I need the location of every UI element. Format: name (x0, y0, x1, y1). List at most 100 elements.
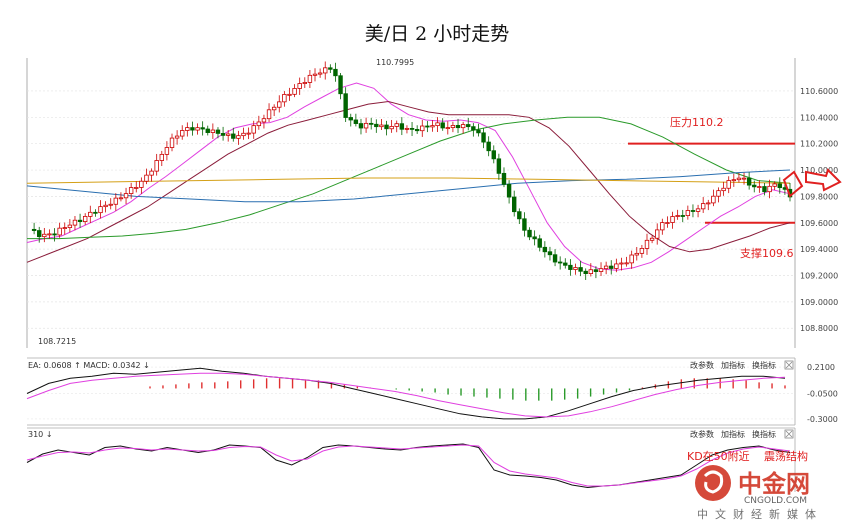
kd-edit-params-button[interactable]: 改参数 (690, 429, 714, 439)
candle-body (154, 160, 159, 172)
price-tick-label: 110.2000 (800, 140, 838, 149)
candle-body (220, 133, 226, 136)
candle-body (752, 184, 757, 188)
candle-body (420, 125, 425, 132)
kd-line (26, 444, 791, 487)
candle-body (88, 211, 93, 217)
candle-body (440, 122, 445, 129)
candle-body (353, 119, 359, 124)
candle-body (31, 228, 37, 231)
candle-body (62, 227, 67, 229)
candle-body (746, 177, 752, 186)
support-label: 支撑109.6 (740, 246, 794, 260)
candle-body (726, 180, 731, 189)
candle-body (246, 132, 251, 135)
macd-lines (26, 367, 786, 420)
price-tick-label: 109.0000 (800, 298, 838, 307)
candle-body (481, 132, 486, 143)
price-tick-label: 110.4000 (800, 113, 838, 122)
kd-annotation: KD在50附近 (687, 449, 750, 463)
candle-body (180, 130, 185, 137)
price-tick-label: 109.8000 (800, 192, 838, 201)
candle-body (767, 185, 772, 193)
macd-line (26, 367, 786, 420)
kd-switch-indicator-button[interactable]: 换指标 (752, 429, 776, 439)
macd-close-icon[interactable] (784, 360, 794, 370)
candle-body (491, 150, 496, 160)
candle-body (277, 101, 282, 108)
price-tick-label: 109.6000 (800, 219, 838, 228)
candle-body (512, 196, 517, 213)
candle-body (644, 239, 650, 249)
macd-switch-indicator-button[interactable]: 换指标 (752, 360, 776, 370)
candle-body (425, 125, 430, 128)
macd-add-indicator-button[interactable]: 加指标 (721, 360, 745, 370)
candle-body (675, 215, 680, 217)
price-tick-label: 110.0000 (800, 166, 838, 175)
macd-edit-params-button[interactable]: 改参数 (690, 360, 714, 370)
kd-close-icon[interactable] (784, 429, 794, 439)
candle-body (210, 129, 216, 133)
candle-body (455, 125, 461, 129)
candle-body (266, 109, 272, 120)
kd-lines (26, 443, 791, 489)
candle-body (685, 210, 691, 216)
watermark-domain: CNGOLD.COM (744, 496, 807, 506)
candle-body (256, 121, 262, 127)
candle-body (231, 133, 236, 139)
candle-body (598, 268, 604, 272)
candle-body (772, 183, 777, 187)
candle-body (409, 127, 415, 130)
macd-tick-label: 0.2100 (807, 363, 835, 372)
candle-body (450, 125, 456, 129)
watermark-tagline: 中文财经新媒体 (697, 507, 823, 521)
candle-body (624, 262, 629, 265)
candle-body (47, 233, 52, 236)
kd-add-indicator-button[interactable]: 加指标 (721, 429, 745, 439)
candle-body (368, 122, 374, 125)
candle-body (261, 118, 267, 123)
macd-axis: 0.2100 -0.0500 -0.3000 (807, 363, 838, 424)
candle-body (537, 238, 542, 248)
candle-body (374, 123, 379, 128)
candle-body (532, 236, 537, 240)
moving-average-line (26, 177, 791, 184)
candle-body (134, 187, 139, 189)
candle-body (583, 270, 588, 274)
candle-body (563, 262, 568, 266)
candle-body (603, 265, 609, 270)
candle-body (144, 174, 149, 182)
candle-body (118, 197, 124, 200)
candle-body (312, 73, 318, 76)
candle-body (72, 219, 78, 226)
candle-body (225, 133, 231, 136)
candle-body (200, 127, 205, 130)
candle-body (98, 206, 103, 214)
candle-body (476, 129, 481, 134)
moving-average-line (26, 100, 791, 263)
kd-panel (27, 427, 796, 492)
candle-body (757, 186, 762, 188)
candle-body (665, 222, 670, 224)
candle-body (435, 122, 440, 127)
candle-body (323, 67, 328, 74)
candle-body (379, 124, 384, 128)
candle-body (609, 265, 614, 269)
macd-line (26, 372, 786, 418)
candle-body (731, 179, 737, 182)
outline-arrow-icon (782, 168, 842, 198)
candle-body (205, 128, 210, 133)
candle-body (496, 158, 502, 174)
candle-body (527, 229, 532, 238)
candle-body (363, 122, 369, 129)
candle-body (542, 246, 548, 253)
candle-body (614, 263, 619, 269)
candle-body (215, 129, 221, 134)
candle-body (399, 123, 405, 130)
candle-body (287, 93, 292, 96)
candle-body (711, 195, 716, 204)
candle-body (57, 227, 62, 236)
candle-body (251, 125, 256, 134)
candle-body (762, 186, 767, 193)
low-price-label: 108.7215 (38, 337, 76, 346)
